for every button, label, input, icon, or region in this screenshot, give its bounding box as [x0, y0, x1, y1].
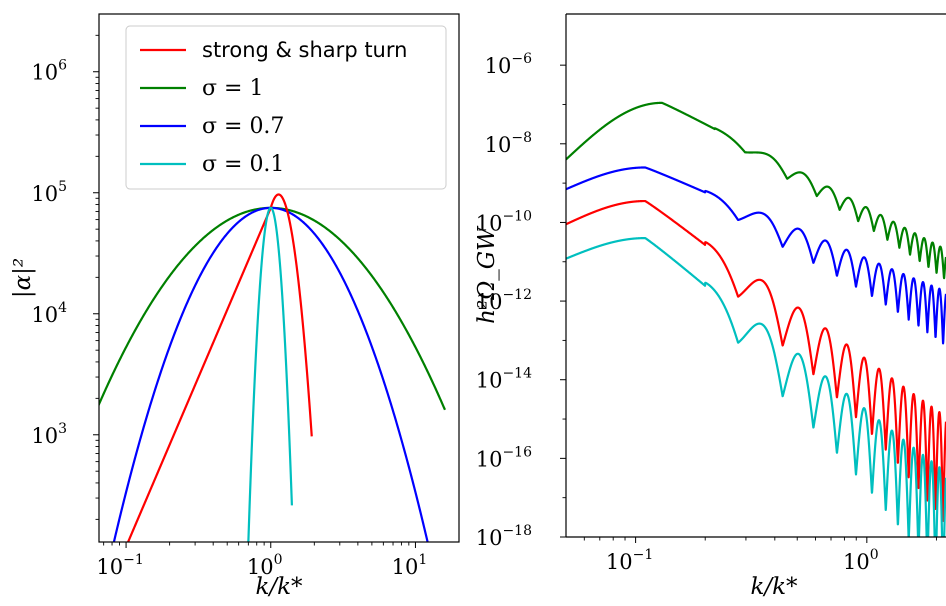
right-series-line-1 [566, 166, 946, 345]
svg-text:10−12: 10−12 [476, 287, 532, 314]
svg-text:10−1: 10−1 [606, 547, 653, 574]
svg-text:10−6: 10−6 [485, 51, 532, 78]
svg-text:100: 100 [843, 547, 879, 574]
right-y-tick-label: 10−14 [476, 366, 532, 393]
svg-text:103: 103 [31, 421, 67, 448]
right-y-tick-label: 10−6 [485, 51, 532, 78]
left-series-group [99, 193, 446, 542]
svg-text:101: 101 [392, 552, 428, 579]
svg-text:10−1: 10−1 [96, 552, 143, 579]
right-series-line-0 [566, 101, 946, 280]
svg-text:10−10: 10−10 [476, 208, 532, 235]
svg-text:104: 104 [31, 300, 67, 327]
left-axes-frame [98, 13, 460, 543]
right-y-tick-label: 10−18 [476, 523, 532, 550]
svg-text:106: 106 [31, 58, 67, 85]
right-y-tick-label: 10−8 [485, 130, 532, 157]
left-series-line-0 [126, 193, 313, 542]
right-y-tick-label: 10−10 [476, 208, 532, 235]
legend: strong & sharp turn σ = 1 σ = 0.7 σ = 0.1 [125, 25, 447, 190]
left-x-tick-label: 10−1 [96, 552, 143, 579]
svg-text:105: 105 [31, 179, 67, 206]
left-x-tick-label: 100 [247, 552, 283, 579]
legend-label-2: σ = 0.7 [202, 114, 284, 139]
right-panel-omega-gw: 10−1 100 10−18 10−16 10−14 10−12 10−10 10−8 10−6… [474, 13, 946, 600]
left-y-axis-label: |α|² [10, 258, 36, 298]
legend-box [125, 25, 447, 190]
svg-text:10−18: 10−18 [476, 523, 532, 550]
svg-text:10−8: 10−8 [485, 130, 532, 157]
left-series-line-1 [99, 206, 446, 411]
svg-text:10−14: 10−14 [476, 366, 532, 393]
left-series-line-2 [112, 206, 429, 542]
svg-text:10−16: 10−16 [476, 444, 532, 471]
left-y-tick-label: 103 [31, 421, 67, 448]
left-series-line-3 [247, 206, 293, 542]
right-y-tick-label: 10−12 [476, 287, 532, 314]
right-x-axis-label: k/k* [750, 574, 798, 600]
legend-label-0: strong & sharp turn [202, 38, 407, 62]
right-y-tick-label: 10−16 [476, 444, 532, 471]
legend-label-1: σ = 1 [202, 76, 263, 101]
svg-text:100: 100 [247, 552, 283, 579]
right-series-line-2 [566, 199, 946, 522]
left-x-tick-label: 101 [392, 552, 428, 579]
right-x-tick-label: 100 [843, 547, 879, 574]
right-y-axis-label: h²Ω_GW [474, 225, 500, 324]
right-series-group [566, 101, 946, 537]
left-y-tick-label: 104 [31, 300, 67, 327]
left-panel-alpha-squared: 10−1 100 101 103 104 105 106 k/k* |α|² strong & s… [10, 13, 460, 600]
right-series-line-3 [566, 236, 946, 537]
right-x-tick-label: 10−1 [606, 547, 653, 574]
legend-label-3: σ = 0.1 [202, 152, 284, 177]
left-y-tick-label: 105 [31, 179, 67, 206]
left-y-tick-label: 106 [31, 58, 67, 85]
left-x-axis-label: k/k* [255, 574, 303, 600]
